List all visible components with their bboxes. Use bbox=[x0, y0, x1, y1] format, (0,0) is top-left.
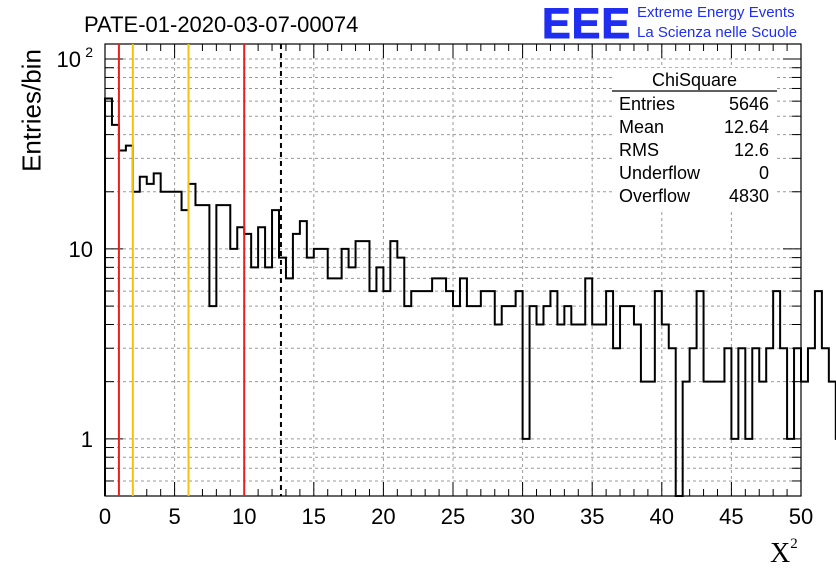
y-tick-label: 10 bbox=[57, 47, 81, 72]
stats-row-value: 0 bbox=[759, 163, 769, 183]
logo-line-2: La Scienza nelle Scuole bbox=[637, 24, 798, 41]
x-axis-label-superscript: 2 bbox=[790, 535, 798, 552]
stats-row-label: RMS bbox=[619, 140, 659, 160]
y-tick-label: 1 bbox=[81, 427, 93, 452]
stats-row-label: Mean bbox=[619, 117, 664, 137]
y-tick-exponent: 2 bbox=[85, 44, 93, 60]
x-tick-label: 45 bbox=[719, 504, 743, 529]
x-tick-label: 40 bbox=[650, 504, 674, 529]
stats-row-label: Entries bbox=[619, 94, 675, 114]
stats-row-value: 12.64 bbox=[724, 117, 769, 137]
x-axis-label: X2 bbox=[770, 535, 798, 570]
stats-row-value: 12.6 bbox=[734, 140, 769, 160]
x-tick-label: 0 bbox=[99, 504, 111, 529]
stats-row-value: 4830 bbox=[729, 186, 769, 206]
stats-box-title: ChiSquare bbox=[652, 70, 737, 90]
chart-title: PATE-01-2020-03-07-00074 bbox=[84, 12, 359, 37]
x-axis-label-base: X bbox=[770, 538, 791, 569]
x-tick-label: 15 bbox=[302, 504, 326, 529]
stats-row-label: Underflow bbox=[619, 163, 701, 183]
eee-logo: EEE bbox=[541, 0, 632, 49]
x-tick-label: 25 bbox=[441, 504, 465, 529]
histogram-series bbox=[104, 97, 836, 497]
stats-box bbox=[612, 68, 777, 210]
x-tick-label: 50 bbox=[789, 504, 813, 529]
x-tick-label: 30 bbox=[510, 504, 534, 529]
x-tick-label: 10 bbox=[232, 504, 256, 529]
x-tick-label: 5 bbox=[168, 504, 180, 529]
stats-row-label: Overflow bbox=[619, 186, 691, 206]
stats-row-value: 5646 bbox=[729, 94, 769, 114]
y-tick-label: 10 bbox=[69, 237, 93, 262]
x-tick-label: 20 bbox=[371, 504, 395, 529]
x-tick-label: 35 bbox=[580, 504, 604, 529]
logo-line-1: Extreme Energy Events bbox=[637, 4, 795, 21]
